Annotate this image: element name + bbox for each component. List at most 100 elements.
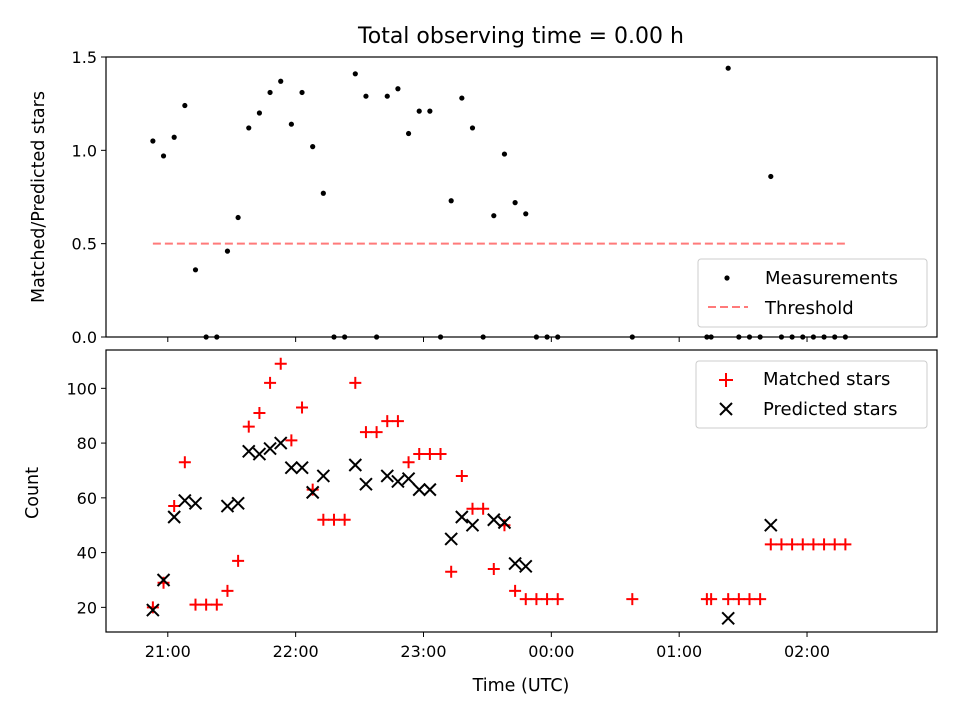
predicted-star-point bbox=[359, 477, 373, 491]
predicted-star-point bbox=[391, 474, 405, 489]
measurement-point bbox=[523, 211, 529, 217]
matched-star-point bbox=[168, 500, 181, 513]
bottom-x-tick-label: 23:00 bbox=[400, 642, 446, 661]
bottom-y-axis-label: Count bbox=[23, 467, 43, 519]
predicted-star-point bbox=[167, 510, 181, 524]
measurement-point bbox=[448, 198, 454, 204]
predicted-star-point bbox=[465, 518, 480, 532]
matched-star-point bbox=[242, 420, 255, 433]
predicted-star-point bbox=[380, 469, 394, 483]
matched-star-point bbox=[391, 415, 404, 428]
measurement-point bbox=[459, 95, 465, 101]
predicted-star-point bbox=[242, 444, 256, 459]
bottom-axes-frame bbox=[105, 349, 938, 633]
measurement-point bbox=[374, 334, 380, 340]
measurement-point bbox=[512, 200, 518, 206]
top-y-tick-label: 0.5 bbox=[72, 235, 97, 254]
predicted-star-point bbox=[231, 496, 245, 511]
matched-star-point bbox=[434, 448, 447, 461]
top-legend-box bbox=[697, 258, 928, 328]
matched-star-point bbox=[807, 538, 820, 551]
measurement-point bbox=[810, 334, 817, 340]
measurement-point bbox=[469, 125, 476, 131]
bottom-x-tick-label: 01:00 bbox=[656, 642, 702, 661]
measurement-point bbox=[182, 102, 188, 109]
matched-star-point bbox=[818, 538, 831, 551]
bottom-y-tick-label: 40 bbox=[77, 544, 97, 563]
measurement-point bbox=[278, 78, 284, 84]
predicted-star-point bbox=[444, 532, 458, 546]
measurement-point bbox=[331, 334, 337, 340]
measurement-point bbox=[342, 334, 348, 340]
top-y-ticks: 0.0 0.5 1.0 1.5 bbox=[72, 48, 106, 347]
measurement-point bbox=[480, 334, 486, 340]
measurement-point bbox=[384, 93, 390, 99]
measurement-point bbox=[203, 334, 209, 340]
matched-star-point bbox=[705, 593, 718, 606]
matched-star-point bbox=[743, 593, 756, 606]
measurement-point bbox=[746, 334, 753, 340]
legend-matched-marker bbox=[719, 373, 733, 387]
predicted-star-point bbox=[508, 556, 522, 571]
bottom-legend-box bbox=[695, 360, 928, 429]
predicted-star-point bbox=[263, 441, 277, 456]
predicted-star-point bbox=[455, 510, 469, 524]
matched-star-point bbox=[296, 401, 309, 414]
bottom-legend: Matched stars Predicted stars bbox=[695, 360, 928, 429]
matched-star-point bbox=[381, 415, 394, 428]
matched-star-point bbox=[274, 357, 287, 370]
measurement-point bbox=[214, 334, 220, 340]
legend-predicted-marker bbox=[719, 402, 733, 416]
top-x-ticks bbox=[167, 337, 808, 342]
matched-star-point bbox=[786, 538, 799, 551]
matched-star-point bbox=[264, 376, 277, 389]
matched-star-point bbox=[455, 469, 468, 482]
predicted-star-point bbox=[284, 461, 299, 475]
measurement-point bbox=[491, 213, 497, 219]
predicted-star-point bbox=[156, 573, 171, 587]
matched-star-point bbox=[754, 593, 767, 606]
measurement-point bbox=[832, 334, 838, 340]
measurement-point bbox=[246, 125, 252, 131]
matched-star-point bbox=[722, 593, 735, 606]
measurement-point bbox=[842, 334, 848, 340]
predicted-star-point bbox=[497, 515, 512, 530]
predicted-star-point bbox=[220, 499, 235, 513]
matched-star-point bbox=[402, 456, 415, 469]
measurement-point bbox=[427, 108, 433, 114]
matched-star-point bbox=[477, 502, 490, 515]
predicted-star-point bbox=[487, 513, 501, 527]
matched-star-point bbox=[445, 565, 458, 578]
top-y-tick-label: 1.5 bbox=[72, 48, 97, 67]
matched-star-point bbox=[509, 584, 522, 597]
top-y-tick-label: 0.0 bbox=[72, 328, 97, 347]
measurement-point bbox=[800, 334, 806, 340]
top-y-tick-label: 1.0 bbox=[72, 141, 97, 160]
bottom-x-tick-label: 22:00 bbox=[273, 642, 319, 661]
measurement-point bbox=[736, 334, 742, 340]
legend-predicted-label: Predicted stars bbox=[763, 399, 897, 420]
measurement-point bbox=[171, 134, 177, 140]
measurement-point bbox=[821, 334, 827, 340]
measurement-point bbox=[352, 71, 358, 77]
measurement-point bbox=[299, 89, 305, 96]
matched-star-point bbox=[839, 538, 852, 551]
matched-star-point bbox=[828, 538, 841, 551]
matched-star-point bbox=[189, 598, 202, 611]
measurement-point bbox=[192, 267, 199, 273]
predicted-star-point bbox=[401, 471, 416, 486]
predicted-star-point bbox=[295, 461, 309, 475]
figure-title: Total observing time = 0.00 h bbox=[357, 24, 684, 49]
bottom-y-tick-label: 80 bbox=[77, 434, 97, 453]
matched-star-point bbox=[200, 598, 213, 611]
measurement-point bbox=[363, 93, 369, 99]
predicted-star-point bbox=[423, 482, 437, 497]
matched-star-point bbox=[338, 513, 351, 526]
measurement-point bbox=[704, 334, 710, 340]
matched-star-point bbox=[413, 448, 426, 461]
measurement-point bbox=[310, 144, 316, 150]
measurement-point bbox=[150, 138, 156, 144]
bottom-y-tick-label: 60 bbox=[77, 489, 97, 508]
matched-star-point bbox=[530, 593, 543, 606]
